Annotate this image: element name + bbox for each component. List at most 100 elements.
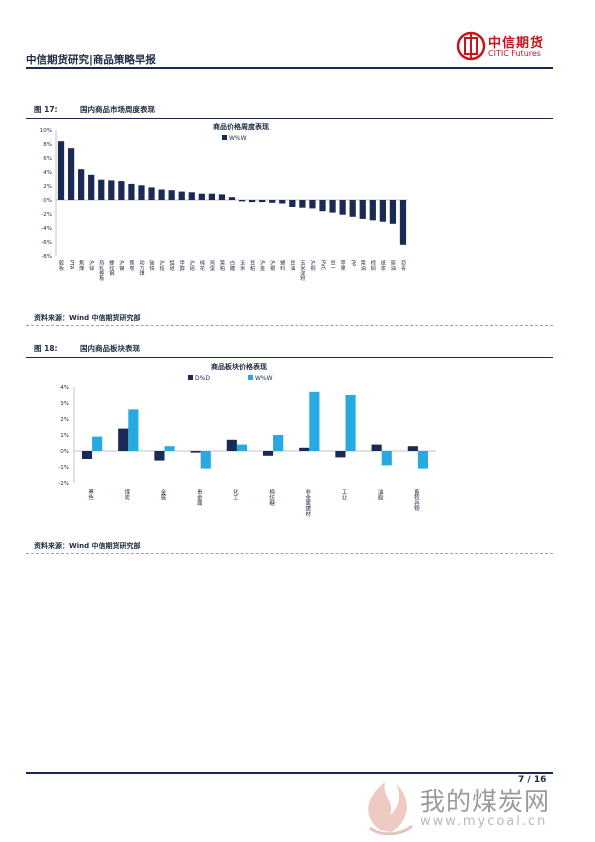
y-tick-label: 10% (40, 128, 52, 134)
x-tick-label: 豆粕 (249, 260, 255, 272)
bar (188, 192, 195, 200)
page-title: 中信期货研究|商品策略早报 (26, 54, 156, 66)
bar (309, 200, 316, 209)
bar (218, 194, 226, 200)
bar-ww (309, 391, 320, 451)
bar-dd (226, 439, 237, 451)
x-tick-label: 热轧卷板 (98, 259, 104, 283)
y-tick-label: 2% (60, 417, 69, 423)
bar (329, 200, 336, 213)
x-tick-label: 沪铝 (189, 259, 195, 272)
page-number: 7 / 16 (518, 775, 547, 785)
y-tick-label: 4% (60, 385, 69, 391)
x-tick-label: 豆一 (330, 260, 336, 271)
x-tick-label: 非金属建材 (304, 488, 311, 517)
y-tick-label: -2% (41, 212, 52, 218)
bar (138, 185, 145, 200)
x-tick-label: 沥青 (400, 259, 406, 272)
figure17-number: 图 17: (34, 105, 58, 114)
x-tick-label: 焦煤 (78, 259, 84, 272)
bar (359, 200, 366, 219)
bar-dd (190, 451, 201, 453)
x-tick-label: 动力煤 (138, 260, 144, 277)
header-divider (26, 67, 553, 69)
x-tick-label: 菜油 (360, 259, 366, 272)
figure18-header: 图 18: 国内商品板块表现 (26, 343, 553, 358)
bar-dd (154, 451, 165, 461)
bar (178, 191, 185, 200)
y-tick-label: 6% (43, 156, 52, 162)
y-tick-label: 3% (60, 401, 69, 407)
x-tick-label: 化工 (232, 488, 239, 501)
bar (289, 200, 296, 207)
legend-label-dd: D%D (195, 375, 210, 382)
figure17-title: 国内商品市场周度表现 (80, 105, 155, 114)
bar (128, 183, 135, 200)
bar-ww (200, 451, 211, 469)
bar (118, 181, 125, 200)
x-tick-label: 豆油 (289, 260, 295, 272)
x-tick-label: PVC (320, 260, 326, 271)
y-tick-label: 4% (43, 170, 52, 176)
bar (67, 148, 75, 200)
figure18-number: 图 18: (34, 344, 58, 353)
figure18-divider (26, 553, 553, 554)
bar (349, 200, 356, 217)
bar (369, 200, 376, 221)
x-tick-label: 锰硅 (168, 259, 174, 271)
x-tick-label: 甲醇 (179, 260, 185, 272)
bar-dd (262, 451, 274, 456)
bar (228, 197, 236, 200)
y-tick-label: -2% (58, 481, 69, 487)
x-tick-label: 菜粕 (219, 259, 225, 272)
x-tick-label: 纸浆 (380, 259, 386, 271)
logo-text-cn: 中信期货 (488, 36, 545, 51)
bar-ww (381, 451, 392, 466)
x-tick-label: 沪金 (259, 259, 265, 271)
x-tick-label: 螺纹钢 (108, 259, 114, 277)
bar (57, 141, 65, 200)
x-tick-label: 棉花 (199, 259, 205, 272)
bar (168, 190, 175, 200)
bar-dd (118, 428, 129, 451)
x-tick-label: 鸡蛋 (209, 259, 215, 272)
bar (98, 179, 105, 200)
bar (269, 200, 276, 203)
figure18-title: 国内商品板块表现 (80, 344, 140, 353)
legend-label-ww: W%W (255, 375, 273, 382)
figure17-header: 图 17: 国内商品市场周度表现 (26, 104, 553, 119)
x-tick-label: 沪铅 (159, 259, 165, 272)
x-tick-label: 棕榈 (370, 259, 376, 272)
legend-swatch (222, 135, 227, 140)
bar-dd (407, 446, 418, 451)
bar-ww (164, 446, 175, 451)
x-tick-label: 沪锌 (88, 259, 94, 272)
x-tick-label: 硅铁 (149, 259, 155, 272)
bar (248, 200, 256, 203)
chart17-title: 商品价格周度表现 (213, 122, 269, 131)
y-tick-label: -6% (41, 240, 52, 246)
bar (279, 200, 286, 204)
x-tick-label: 胶板 (58, 259, 64, 272)
page-header: 中信期货 CITIC Futures 中信期货研究|商品策略早报 (0, 0, 595, 70)
x-tick-label: PTA (68, 260, 74, 270)
x-tick-label: 焦炭 (128, 259, 134, 272)
bar (299, 200, 306, 208)
x-tick-label: 贵金属 (196, 488, 203, 507)
figure18-source: 资料来源：Wind 中信期货研究部 (34, 542, 141, 550)
y-tick-label: 1% (60, 433, 69, 439)
bar (148, 187, 155, 200)
logo-text-en: CITIC Futures (488, 49, 541, 58)
figure17-rule (26, 118, 553, 119)
footer-divider (26, 772, 553, 774)
bar-dd (371, 444, 382, 451)
bar (399, 200, 407, 245)
bar (88, 174, 95, 200)
chart18-title: 商品板块价格表现 (211, 362, 267, 371)
coal-flame-logo-icon (368, 782, 413, 836)
bar (319, 200, 326, 212)
x-tick-label: 工业 (341, 489, 348, 501)
x-tick-label: 棉纺糖 (268, 488, 275, 507)
x-tick-label: 沪镍 (118, 259, 124, 272)
